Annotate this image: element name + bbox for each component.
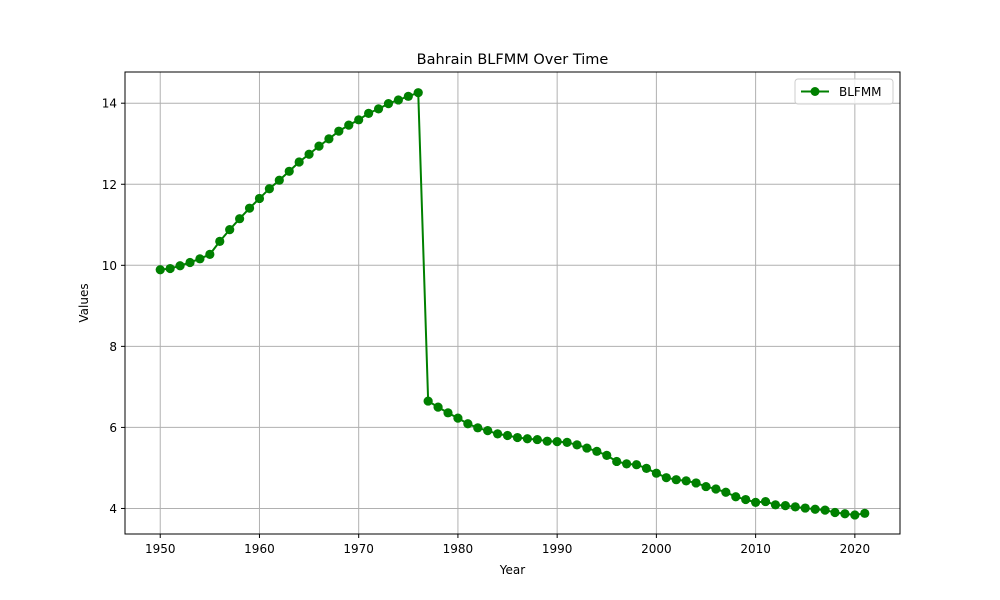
data-point <box>562 437 572 448</box>
data-point <box>354 115 364 125</box>
data-point <box>790 502 800 512</box>
data-point <box>443 408 453 418</box>
y-tick-label: 12 <box>102 178 117 192</box>
data-point <box>532 434 542 445</box>
data-point <box>731 492 741 502</box>
x-tick-label: 1970 <box>343 542 374 556</box>
data-point <box>622 459 632 469</box>
data-point <box>770 500 781 510</box>
data-point <box>413 88 423 98</box>
data-point <box>552 437 562 447</box>
data-point <box>403 91 413 101</box>
data-point <box>274 175 284 185</box>
data-point <box>522 434 532 444</box>
data-point <box>631 460 642 470</box>
legend-marker-swatch <box>810 87 820 96</box>
y-tick-label: 10 <box>102 259 117 273</box>
data-point <box>254 193 265 204</box>
y-tick-label: 4 <box>109 502 117 516</box>
plot-area-frame <box>124 71 901 535</box>
y-tick-label: 14 <box>102 97 117 111</box>
data-point <box>264 184 274 194</box>
data-point <box>830 507 840 518</box>
data-point <box>463 419 473 429</box>
data-point <box>810 504 820 514</box>
data-point <box>741 494 751 505</box>
data-point <box>651 468 661 478</box>
data-point <box>681 476 691 486</box>
data-point <box>165 263 175 274</box>
data-point <box>671 475 681 485</box>
y-tick-label: 6 <box>109 421 117 435</box>
series-layer <box>155 88 870 520</box>
data-point <box>393 95 403 105</box>
x-tick-label: 1990 <box>542 542 573 556</box>
data-point <box>641 463 652 473</box>
data-point <box>364 108 374 118</box>
data-point <box>284 166 294 176</box>
data-point <box>344 120 354 130</box>
data-point <box>185 257 195 268</box>
legend-label: BLFMM <box>839 85 882 99</box>
data-point <box>473 423 483 433</box>
x-tick-label: 1960 <box>244 542 275 556</box>
data-point <box>304 149 314 159</box>
data-point <box>433 402 443 412</box>
data-point <box>324 134 334 144</box>
data-point <box>582 443 592 453</box>
data-point <box>860 508 870 518</box>
data-point <box>502 430 513 441</box>
data-point <box>751 497 761 507</box>
x-axis-title: Year <box>499 563 525 577</box>
data-point <box>760 496 771 507</box>
data-point <box>820 505 830 515</box>
data-point <box>383 99 394 109</box>
data-point <box>334 126 344 136</box>
legend-box <box>794 78 894 105</box>
data-point <box>701 481 711 492</box>
data-point <box>691 478 701 488</box>
data-point <box>225 225 235 235</box>
data-point <box>780 501 790 511</box>
y-tick-label: 8 <box>109 340 117 354</box>
data-point <box>235 214 245 224</box>
data-point <box>453 413 463 423</box>
x-tick-label: 1950 <box>145 542 176 556</box>
data-point <box>512 432 523 443</box>
data-point <box>850 510 860 520</box>
data-point <box>294 157 304 167</box>
chart-title: Bahrain BLFMM Over Time <box>417 52 609 68</box>
data-point <box>612 456 622 467</box>
data-point <box>592 446 602 456</box>
data-point <box>175 261 185 271</box>
x-tick-label: 2010 <box>740 542 771 556</box>
y-axis-title: Values <box>77 283 91 322</box>
x-tick-label: 2000 <box>641 542 672 556</box>
data-point <box>314 141 324 151</box>
axis-ticks: 1950 1960 1970 1980 1990 2000 2010 2020 4 6 8 10 12 1… <box>102 97 870 556</box>
data-point <box>215 236 225 246</box>
data-point <box>800 503 810 513</box>
grid <box>125 72 900 534</box>
data-point <box>373 104 384 114</box>
data-point <box>572 440 582 450</box>
data-point <box>711 484 721 494</box>
data-point <box>840 509 850 519</box>
x-tick-label: 1980 <box>443 542 474 556</box>
data-point <box>195 254 205 264</box>
x-tick-label: 2020 <box>840 542 871 556</box>
data-point <box>542 436 552 446</box>
data-point <box>244 203 255 213</box>
data-point <box>423 396 433 406</box>
data-point <box>721 487 731 497</box>
data-point <box>493 429 503 439</box>
data-point <box>661 473 671 483</box>
legend: BLFMM <box>794 78 894 105</box>
data-point <box>155 265 165 275</box>
data-point <box>205 249 215 259</box>
data-point <box>483 426 493 436</box>
data-point <box>602 450 612 460</box>
